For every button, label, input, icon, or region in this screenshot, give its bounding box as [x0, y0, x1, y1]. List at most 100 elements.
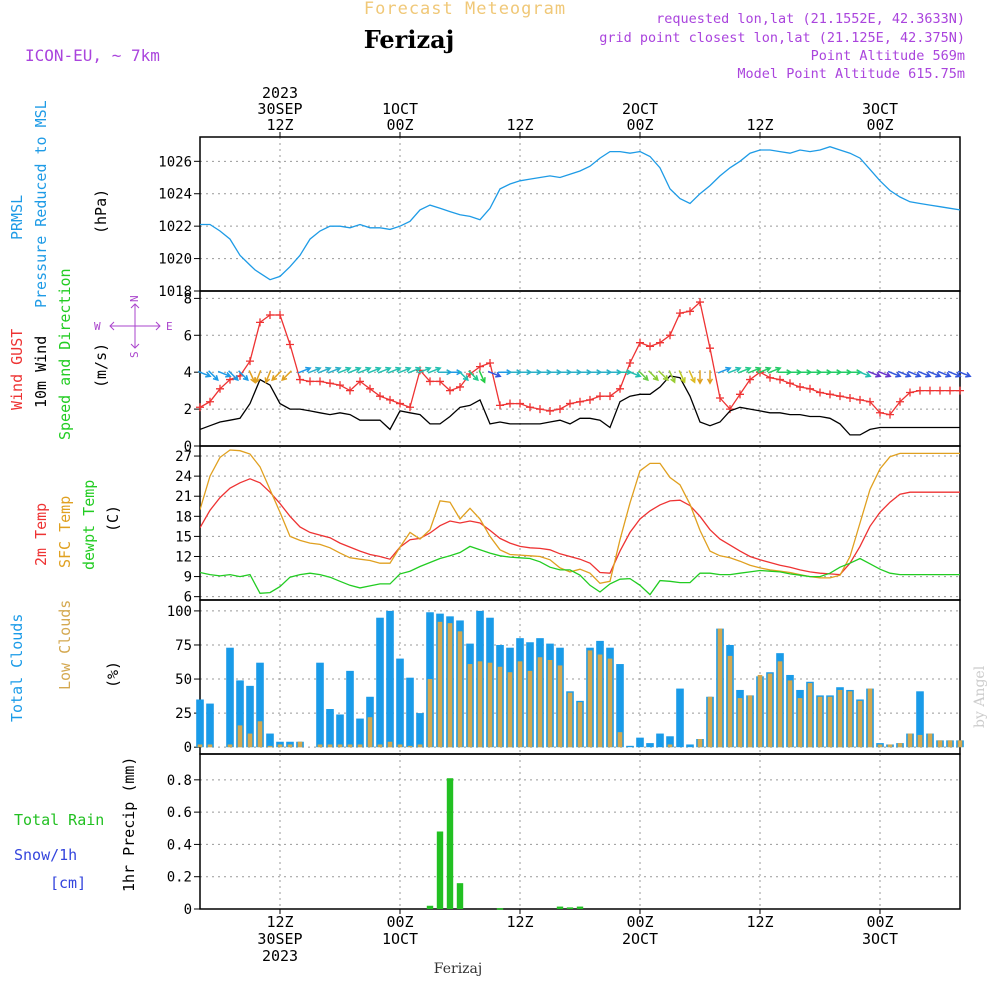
gust-marker — [216, 384, 224, 393]
low-cloud-bar — [667, 744, 673, 748]
low-cloud-bar — [197, 744, 203, 748]
gust-marker — [806, 384, 814, 393]
gust-marker — [916, 386, 924, 395]
total-cloud-bar — [256, 662, 264, 748]
wind-ytick-label: 0 — [184, 439, 192, 455]
low-cloud-bar — [567, 692, 573, 748]
low-cloud-bar — [837, 689, 843, 748]
temperature-ytick-label: 9 — [184, 570, 192, 586]
gust-marker — [536, 405, 544, 414]
gust-marker — [526, 403, 534, 412]
cloud-label-total: Total Clouds — [8, 614, 26, 722]
wind-ytick-label: 2 — [184, 402, 192, 418]
precip-ytick-label: 0.2 — [167, 870, 192, 886]
total-cloud-bar — [346, 670, 354, 748]
low-cloud-bar — [427, 679, 433, 748]
wind-ylabels: Wind GUST 10m Wind Speed and Direction (… — [8, 268, 110, 440]
wind-arrow — [668, 370, 676, 384]
low-cloud-bar — [247, 733, 253, 748]
wind-arrow — [254, 370, 262, 384]
total-cloud-bar — [676, 688, 684, 748]
low-cloud-bar — [787, 680, 793, 748]
series-2m-temp — [200, 478, 960, 576]
wind-arrow — [887, 370, 902, 378]
gust-marker — [606, 392, 614, 401]
wind-arrow — [468, 370, 479, 382]
low-cloud-bar — [417, 744, 423, 748]
low-cloud-bar — [817, 696, 823, 748]
total-cloud-bar — [326, 709, 334, 748]
compass-east: E — [166, 320, 173, 333]
gust-marker — [676, 309, 684, 318]
gust-marker — [266, 310, 274, 319]
top-time-label: 00Z — [866, 116, 893, 134]
gust-marker — [586, 395, 594, 404]
rain-bar — [446, 778, 454, 909]
low-cloud-bar — [777, 661, 783, 748]
gust-marker — [796, 382, 804, 391]
temperature-ytick-label: 15 — [175, 529, 192, 545]
wind-arrow — [487, 370, 502, 378]
precip-label-unit: 1hr Precip (mm) — [120, 757, 138, 892]
wind-arrow — [271, 370, 282, 382]
low-cloud-bar — [537, 657, 543, 748]
cloud-label-unit: (%) — [104, 661, 122, 688]
gust-marker — [566, 399, 574, 408]
wind-arrow — [427, 366, 442, 374]
top-time-label: 12Z — [506, 116, 533, 134]
total-cloud-bar — [376, 617, 384, 748]
precip-ytick-label: 0.4 — [167, 837, 192, 853]
wind-arrow — [747, 366, 762, 374]
gust-marker — [516, 399, 524, 408]
gust-marker — [276, 310, 284, 319]
compass-north: N — [128, 295, 141, 302]
low-cloud-bar — [797, 698, 803, 748]
compass-south: S — [128, 351, 141, 358]
wind-label-unit: (m/s) — [92, 343, 110, 388]
gust-marker — [646, 342, 654, 351]
total-cloud-bar — [316, 662, 324, 748]
wind-arrow — [696, 370, 704, 385]
total-cloud-bar — [266, 733, 274, 748]
gust-marker — [486, 358, 494, 367]
wind-arrow — [458, 370, 469, 382]
temp-label-dew: dewpt Temp — [80, 480, 98, 570]
top-time-label: 12Z — [746, 116, 773, 134]
pressure-ytick-label: 1018 — [158, 284, 192, 300]
gust-marker — [866, 397, 874, 406]
gust-marker — [556, 405, 564, 414]
top-time-label: 2023 — [262, 84, 298, 102]
series-10m-wind — [200, 375, 960, 436]
low-cloud-bar — [447, 623, 453, 748]
low-cloud-bar — [557, 665, 563, 748]
wind-arrow — [688, 370, 696, 384]
low-cloud-bar — [527, 670, 533, 748]
pressure-label-msl: Pressure Reduced to MSL — [32, 100, 50, 308]
gust-marker — [876, 408, 884, 417]
rain-bar — [576, 906, 584, 909]
gust-marker — [306, 377, 314, 386]
series-dewpt-temp — [200, 545, 960, 596]
clouds-ytick-label: 25 — [175, 706, 192, 722]
total-cloud-bar — [636, 737, 644, 748]
temperature-ytick-label: 21 — [175, 489, 192, 505]
precip-label-rain: Total Rain — [14, 811, 104, 829]
wind-arrow — [264, 370, 272, 384]
total-cloud-bar — [396, 658, 404, 748]
wind-arrow — [857, 370, 872, 378]
top-time-label: 00Z — [386, 116, 413, 134]
gust-marker — [316, 377, 324, 386]
compass-west: W — [94, 320, 101, 333]
precip-ytick-label: 0 — [184, 902, 192, 918]
top-time-label: 3OCT — [862, 100, 898, 118]
total-cloud-bar — [386, 610, 394, 748]
wind-arrow — [347, 366, 362, 374]
low-cloud-bar — [857, 700, 863, 748]
wind-arrow — [717, 366, 732, 374]
low-cloud-bar — [737, 698, 743, 748]
pressure-ylabels: PRMSL Pressure Reduced to MSL (hPa) — [8, 100, 110, 308]
precip-ytick-label: 0.8 — [167, 773, 192, 789]
